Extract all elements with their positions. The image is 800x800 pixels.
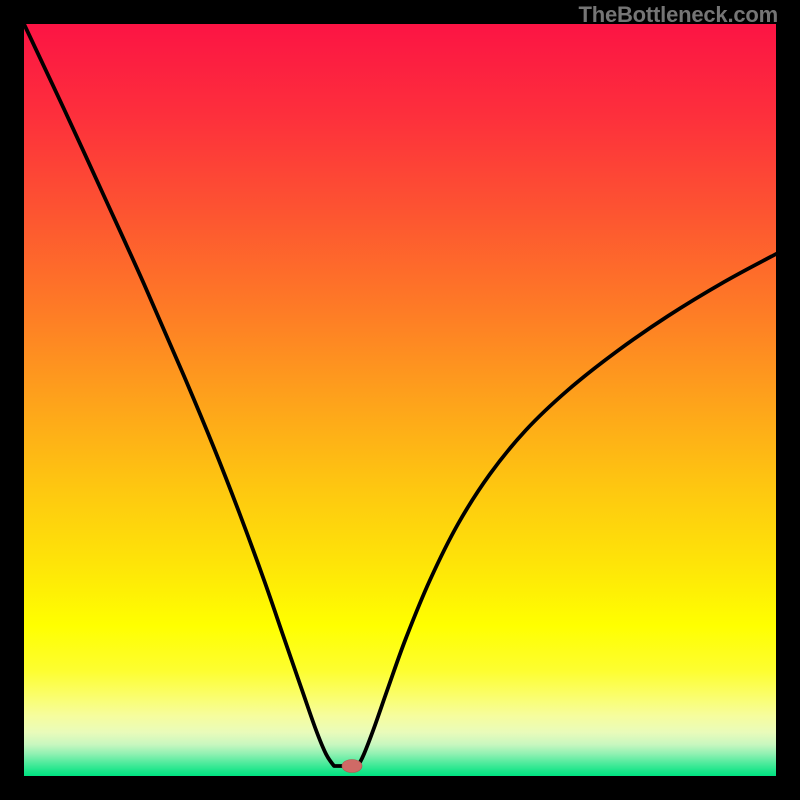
bottleneck-curve-chart: [24, 24, 776, 776]
chart-background: [24, 24, 776, 776]
chart-container: TheBottleneck.com: [0, 0, 800, 800]
plot-area: [24, 24, 776, 776]
optimum-marker: [342, 760, 362, 773]
